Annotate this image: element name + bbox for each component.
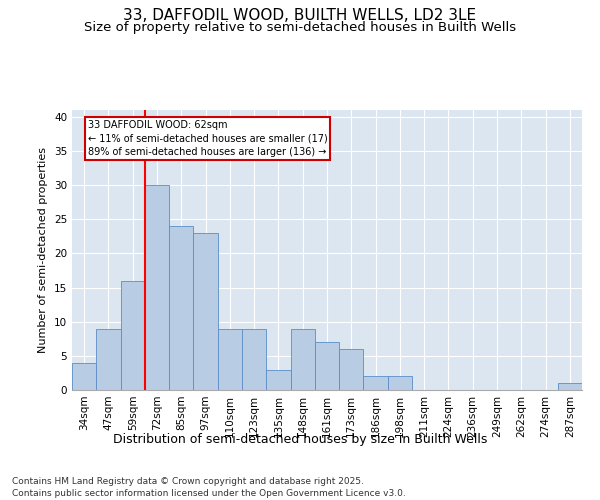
- Bar: [145, 185, 169, 390]
- Bar: [72, 362, 96, 390]
- Text: Distribution of semi-detached houses by size in Builth Wells: Distribution of semi-detached houses by …: [113, 432, 487, 446]
- Bar: [315, 342, 339, 390]
- Bar: [169, 226, 193, 390]
- Bar: [193, 233, 218, 390]
- Text: Size of property relative to semi-detached houses in Builth Wells: Size of property relative to semi-detach…: [84, 21, 516, 34]
- Y-axis label: Number of semi-detached properties: Number of semi-detached properties: [38, 147, 49, 353]
- Bar: [96, 328, 121, 390]
- Bar: [218, 328, 242, 390]
- Bar: [364, 376, 388, 390]
- Text: 33, DAFFODIL WOOD, BUILTH WELLS, LD2 3LE: 33, DAFFODIL WOOD, BUILTH WELLS, LD2 3LE: [124, 8, 476, 22]
- Bar: [266, 370, 290, 390]
- Bar: [121, 280, 145, 390]
- Text: 33 DAFFODIL WOOD: 62sqm
← 11% of semi-detached houses are smaller (17)
89% of se: 33 DAFFODIL WOOD: 62sqm ← 11% of semi-de…: [88, 120, 328, 156]
- Bar: [339, 349, 364, 390]
- Bar: [290, 328, 315, 390]
- Bar: [242, 328, 266, 390]
- Text: Contains HM Land Registry data © Crown copyright and database right 2025.
Contai: Contains HM Land Registry data © Crown c…: [12, 476, 406, 498]
- Bar: [388, 376, 412, 390]
- Bar: [558, 383, 582, 390]
